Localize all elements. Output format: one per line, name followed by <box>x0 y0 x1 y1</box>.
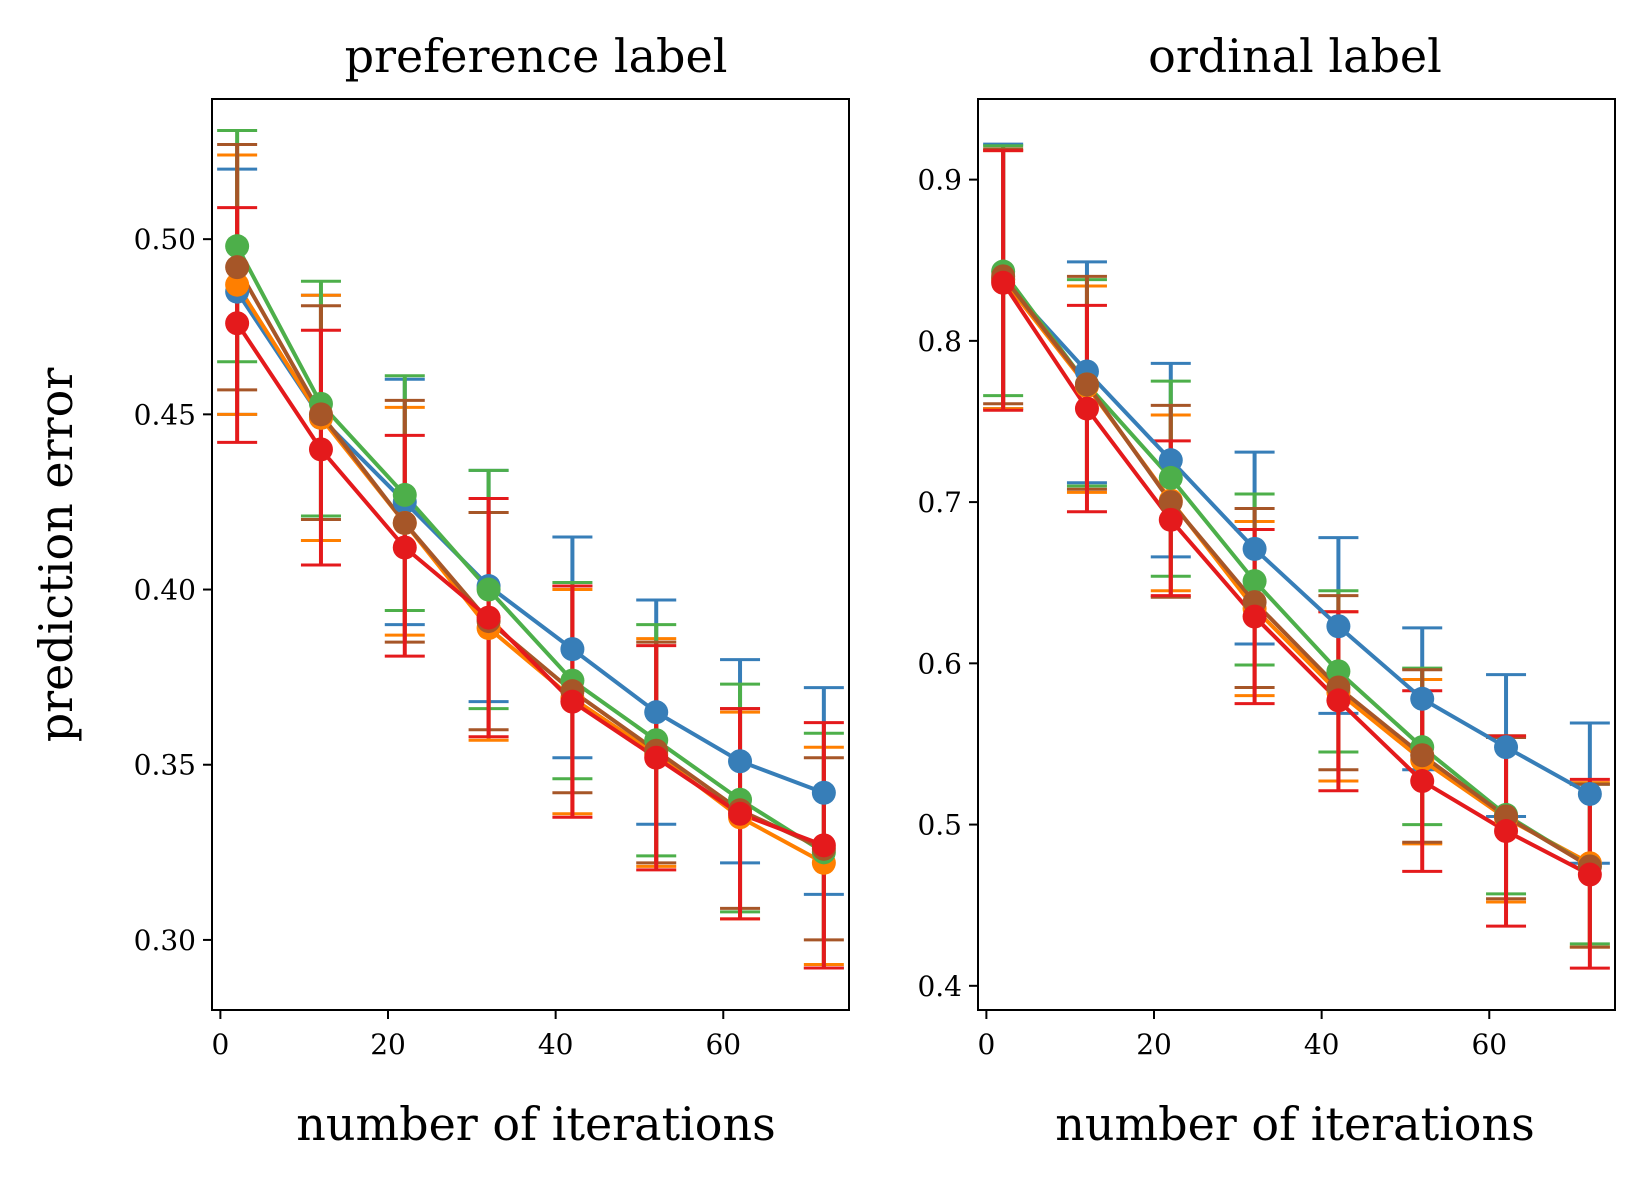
x-tick-label: 20 <box>370 1028 406 1061</box>
data-point-series-1 <box>1577 781 1602 806</box>
axis-ticks: 0 20 40 60 0.4 0.5 0.6 0.7 0.8 0.9 <box>917 164 1507 1061</box>
series-line-4 <box>235 266 825 851</box>
data-point-series-1 <box>1410 686 1435 711</box>
data-point-series-1 <box>560 637 585 662</box>
data-point-series-4 <box>392 510 417 535</box>
series-line-3 <box>235 245 825 855</box>
y-axis-label: prediction error <box>29 368 83 743</box>
data-point-series-5 <box>560 689 585 714</box>
data-point-series-4 <box>1158 490 1183 515</box>
data-point-series-4 <box>308 402 333 427</box>
series-line-5 <box>235 322 825 848</box>
data-point-series-3 <box>1242 569 1267 594</box>
y-tick-label: 0.45 <box>134 398 196 431</box>
data-point-series-5 <box>1326 688 1351 713</box>
y-tick-label: 0.35 <box>134 749 196 782</box>
x-axis-label: number of iterations <box>1055 1097 1534 1151</box>
series-line-4 <box>1001 275 1591 869</box>
y-tick-label: 0.40 <box>134 574 196 607</box>
data-point-series-1 <box>1494 735 1519 760</box>
y-tick-label: 0.7 <box>917 486 962 519</box>
y-tick-label: 0.4 <box>917 970 962 1003</box>
data-point-series-5 <box>811 833 836 858</box>
data-point-series-1 <box>644 700 669 725</box>
series-line-5 <box>1001 281 1591 877</box>
data-point-series-5 <box>1494 819 1519 844</box>
data-point-series-5 <box>1074 396 1099 421</box>
data-point-series-5 <box>991 270 1016 295</box>
data-point-series-5 <box>392 535 417 560</box>
data-point-series-3 <box>392 482 417 507</box>
axis-ticks: 0 20 40 60 0.30 0.35 0.40 0.45 0.50 <box>134 223 741 1061</box>
series-line-1 <box>1001 278 1591 796</box>
data-point-series-3 <box>225 234 250 259</box>
data-point-series-3 <box>476 577 501 602</box>
data-point-series-5 <box>1410 769 1435 794</box>
y-tick-label: 0.6 <box>917 647 962 680</box>
series-line-3 <box>1001 270 1591 869</box>
data-point-series-4 <box>225 255 250 280</box>
data-point-series-1 <box>1158 448 1183 473</box>
data-point-series-5 <box>1577 862 1602 887</box>
x-tick-label: 0 <box>211 1028 229 1061</box>
ordinal-label-chart: ordinal label number of iterations 0 20 40… <box>917 29 1616 1151</box>
series-lines <box>1001 270 1591 877</box>
y-tick-label: 0.9 <box>917 164 962 197</box>
data-point-series-5 <box>1242 604 1267 629</box>
data-point-series-5 <box>308 437 333 462</box>
data-point-series-5 <box>476 605 501 630</box>
data-points <box>225 234 836 875</box>
data-point-series-1 <box>1326 614 1351 639</box>
plot-area-frame <box>977 98 1616 1011</box>
y-tick-label: 0.50 <box>134 223 196 256</box>
chart-title: preference label <box>345 29 728 83</box>
plot-area-frame <box>211 98 850 1011</box>
x-tick-label: 40 <box>538 1028 574 1061</box>
data-point-series-1 <box>728 749 753 774</box>
data-point-series-5 <box>225 311 250 336</box>
x-tick-label: 60 <box>1471 1028 1507 1061</box>
x-axis-label: number of iterations <box>296 1097 775 1151</box>
data-point-series-4 <box>1074 372 1099 397</box>
data-point-series-5 <box>728 801 753 826</box>
x-tick-label: 20 <box>1136 1028 1172 1061</box>
series-lines <box>235 245 825 865</box>
x-tick-label: 0 <box>977 1028 995 1061</box>
x-tick-label: 60 <box>705 1028 741 1061</box>
y-tick-label: 0.5 <box>917 809 962 842</box>
data-point-series-3 <box>1158 465 1183 490</box>
data-point-series-1 <box>811 780 836 805</box>
data-point-series-4 <box>1410 743 1435 768</box>
chart-title: ordinal label <box>1148 29 1442 83</box>
preference-label-chart: preference label prediction error number… <box>29 29 850 1151</box>
data-points <box>991 259 1602 887</box>
data-point-series-5 <box>644 745 669 770</box>
data-point-series-2 <box>225 272 250 297</box>
data-point-series-1 <box>1242 536 1267 561</box>
y-tick-label: 0.30 <box>134 924 196 957</box>
y-tick-label: 0.8 <box>917 325 962 358</box>
x-tick-label: 40 <box>1304 1028 1340 1061</box>
data-point-series-5 <box>1158 507 1183 532</box>
